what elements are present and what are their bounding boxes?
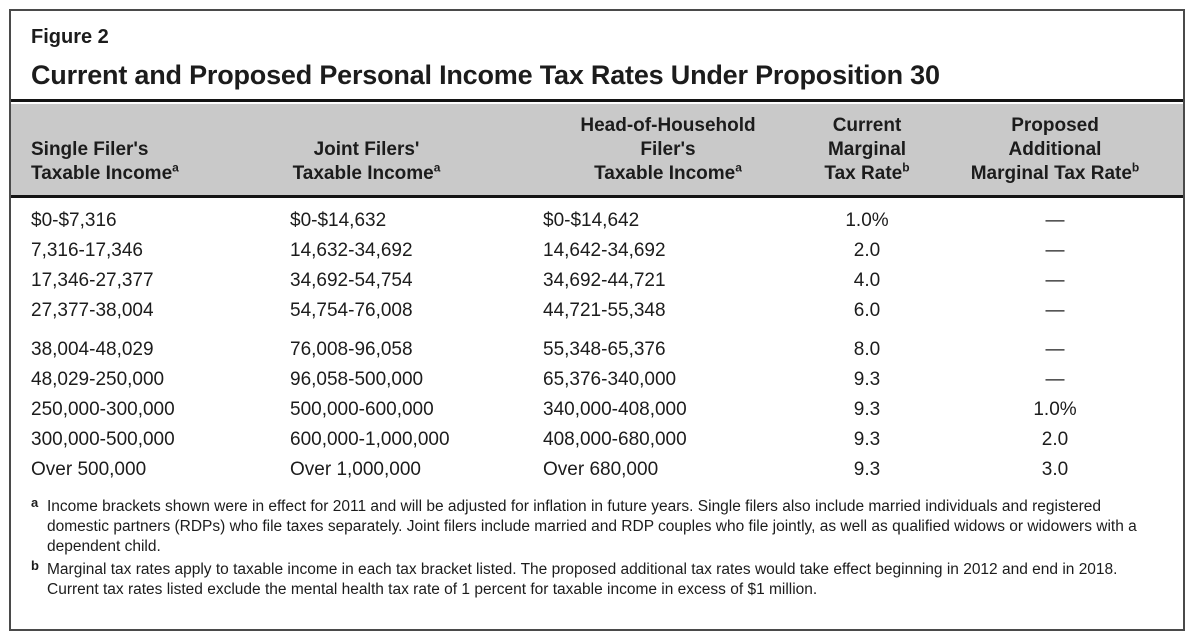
cell-single-income: 27,377-38,004 [31,300,154,321]
footnote-ref-b: b [902,160,910,175]
cell-joint-income: Over 1,000,000 [290,459,421,480]
footnote-b-text: Marginal tax rates apply to taxable inco… [47,561,1118,598]
table-row: 27,377-38,004 54,754-76,008 44,721-55,34… [31,296,1169,326]
footnote-b: b Marginal tax rates apply to taxable inc… [31,558,1167,600]
cell-current-rate: 6.0 [853,300,881,321]
table-row: Over 500,000 Over 1,000,000 Over 680,000… [31,455,1169,485]
cell-single-income: 250,000-300,000 [31,399,175,420]
cell-joint-income: 76,008-96,058 [290,339,413,360]
cell-hoh-income: $0-$14,642 [543,210,640,231]
cell-joint-income: 96,058-500,000 [290,369,424,390]
table-row: 17,346-27,377 34,692-54,754 34,692-44,72… [31,266,1169,296]
column-header-head-of-household: Head-of-Household Filer's Taxable Income… [580,115,756,184]
cell-joint-income: 54,754-76,008 [290,300,413,321]
footnote-ref-a: a [735,160,742,175]
column-header-joint-filers: Joint Filers' Taxable Incomea [292,139,441,184]
table-row: $0-$7,316 $0-$14,632 $0-$14,642 1.0% — [31,206,1169,236]
cell-current-rate: 2.0 [853,240,881,261]
cell-current-rate: 9.3 [853,429,881,450]
cell-proposed-rate: — [1045,240,1065,261]
cell-current-rate: 1.0% [845,210,889,231]
cell-joint-income: 500,000-600,000 [290,399,434,420]
footnote-ref-a: a [433,160,441,175]
cell-single-income: Over 500,000 [31,459,147,480]
cell-current-rate: 8.0 [853,339,881,360]
cell-hoh-income: 44,721-55,348 [543,300,666,321]
figure-frame: Figure 2 Current and Proposed Personal I… [9,9,1185,631]
column-header-current-rate: Current Marginal Tax Rateb [824,115,910,184]
cell-single-income: 38,004-48,029 [31,339,154,360]
cell-hoh-income: 408,000-680,000 [543,429,687,450]
cell-proposed-rate: — [1045,210,1065,231]
cell-single-income: 7,316-17,346 [31,240,143,261]
cell-proposed-rate: — [1045,339,1065,360]
cell-joint-income: 14,632-34,692 [290,240,413,261]
cell-joint-income: $0-$14,632 [290,210,387,231]
figure-label: Figure 2 [31,26,109,48]
cell-single-income: 300,000-500,000 [31,429,175,450]
table-row: 250,000-300,000 500,000-600,000 340,000-… [31,395,1169,425]
figure-title-block: Figure 2 Current and Proposed Personal I… [11,11,1183,102]
footnote-a-text: Income brackets shown were in effect for… [47,498,1137,555]
figure-title: Current and Proposed Personal Income Tax… [31,60,940,90]
cell-proposed-rate: 2.0 [1041,429,1069,450]
cell-hoh-income: 55,348-65,376 [543,339,666,360]
cell-proposed-rate: — [1045,369,1065,390]
column-header-single-filer: Single Filer's Taxable Incomea [31,139,179,184]
cell-hoh-income: 65,376-340,000 [543,369,677,390]
table-body: $0-$7,316 $0-$14,632 $0-$14,642 1.0% — 7… [11,198,1183,491]
cell-proposed-rate: 3.0 [1041,459,1069,480]
cell-proposed-rate: — [1045,300,1065,321]
cell-proposed-rate: — [1045,270,1065,291]
table-row: 7,316-17,346 14,632-34,692 14,642-34,692… [31,236,1169,266]
cell-joint-income: 600,000-1,000,000 [290,429,450,450]
cell-single-income: $0-$7,316 [31,210,117,231]
table-row: 38,004-48,029 76,008-96,058 55,348-65,37… [31,335,1169,365]
cell-hoh-income: Over 680,000 [543,459,659,480]
footnotes: a Income brackets shown were in effect fo… [11,491,1183,600]
footnote-a: a Income brackets shown were in effect fo… [31,495,1167,557]
footnote-a-marker: a [31,495,39,510]
table-row: 300,000-500,000 600,000-1,000,000 408,00… [31,425,1169,455]
column-header-proposed-rate: Proposed Additional Marginal Tax Rateb [970,115,1140,184]
table-header-row: Single Filer's Taxable Incomea Joint Fil… [11,104,1183,198]
cell-hoh-income: 34,692-44,721 [543,270,666,291]
cell-current-rate: 9.3 [853,399,881,420]
cell-current-rate: 9.3 [853,369,881,390]
cell-single-income: 48,029-250,000 [31,369,165,390]
cell-joint-income: 34,692-54,754 [290,270,413,291]
cell-single-income: 17,346-27,377 [31,270,154,291]
footnote-ref-b: b [1131,160,1140,175]
footnote-b-marker: b [31,558,39,573]
cell-proposed-rate: 1.0% [1033,399,1077,420]
table-row: 48,029-250,000 96,058-500,000 65,376-340… [31,365,1169,395]
cell-current-rate: 9.3 [853,459,881,480]
footnote-ref-a: a [172,160,179,175]
cell-hoh-income: 14,642-34,692 [543,240,666,261]
cell-current-rate: 4.0 [853,270,881,291]
cell-hoh-income: 340,000-408,000 [543,399,687,420]
